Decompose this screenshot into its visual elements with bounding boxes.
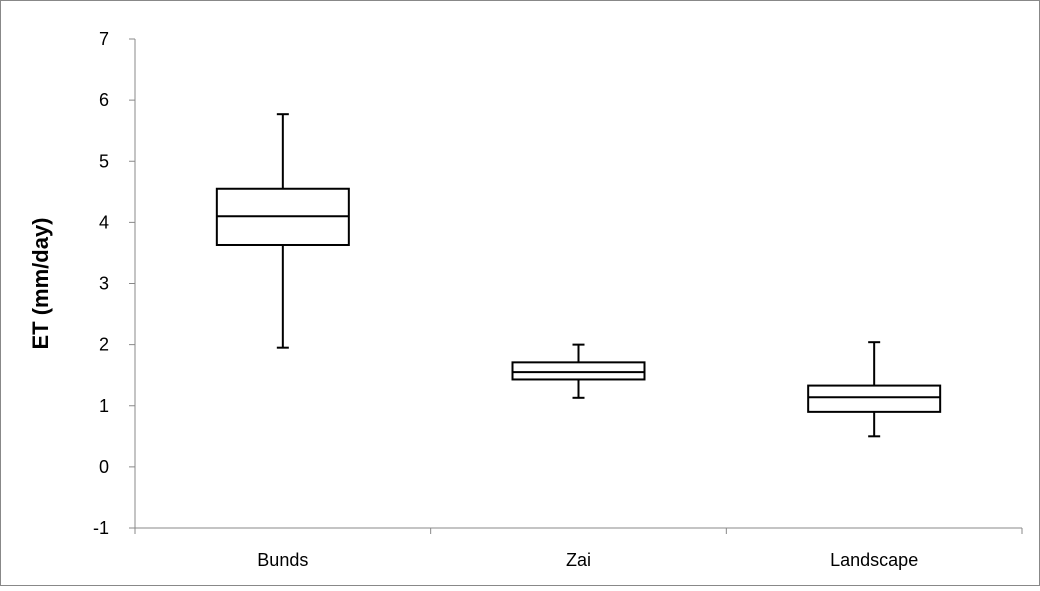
y-axis-ticks: -1 0 1 2 3 4 5 6 7 [93,29,135,538]
iqr-box [807,384,942,413]
y-tick-label: 2 [99,335,109,355]
y-tick-label: -1 [93,518,109,538]
y-axis-title: ET (mm/day) [28,217,53,349]
iqr-box [511,361,646,381]
y-tick-label: 1 [99,396,109,416]
y-tick-label: 7 [99,29,109,49]
boxes [215,113,942,438]
x-category-label: Bunds [257,550,308,570]
y-tick-label: 6 [99,90,109,110]
box-zai [511,343,646,399]
y-tick-label: 4 [99,212,109,232]
x-axis-ticks: Bunds Zai Landscape [134,528,1023,570]
x-category-label: Zai [566,550,591,570]
y-tick-label: 5 [99,151,109,171]
box-bunds [215,113,350,349]
box-landscape [807,341,942,438]
y-tick-label: 0 [99,457,109,477]
x-category-label: Landscape [830,550,918,570]
y-tick-label: 3 [99,274,109,294]
